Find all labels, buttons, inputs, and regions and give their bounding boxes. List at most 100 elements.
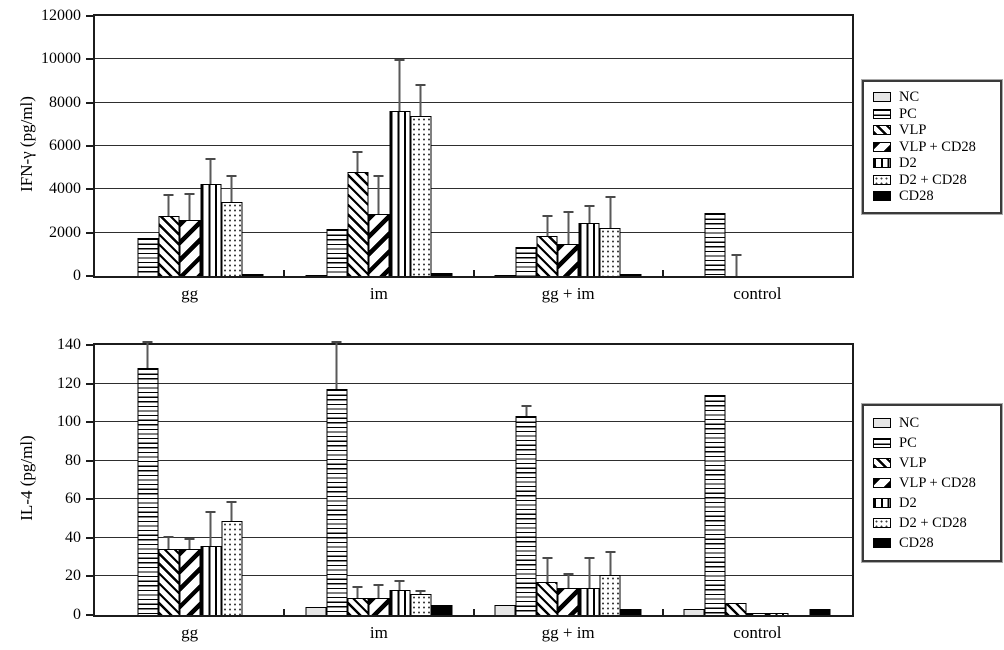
bar-vlp-cd28 [557,588,579,615]
error-bar [352,151,363,172]
error-bar [731,254,742,276]
error-bar-line [230,175,233,203]
gridline [95,101,852,103]
error-bar [184,537,195,550]
y-axis-title: IL-4 (pg/ml) [17,435,36,521]
legend-item: PC [873,106,994,123]
bar-slot [536,16,558,276]
y-axis-tick [86,231,95,234]
category-label: gg + im [541,284,595,303]
y-axis-tick [86,575,95,578]
bar-vlp-cd28 [368,597,390,615]
bar-slot [221,345,243,615]
error-bar-cap [184,537,195,540]
bar-d2-cd28 [599,228,621,276]
error-bar [415,589,426,594]
error-bar-line [230,501,233,521]
legend: NC PC VLP VLP + CD28 D2 D2 + CD28 CD28 [861,79,1003,215]
category-tick [661,609,664,615]
legend-item: D2 + CD28 [873,172,994,189]
bar-slot [747,16,768,276]
error-bar [205,157,216,184]
bar-group [494,16,642,276]
error-bar-line [398,580,401,590]
bar-slot [620,16,642,276]
legend-item: VLP + CD28 [873,473,994,493]
error-bar [521,404,532,417]
error-bar-cap [542,557,553,560]
y-axis-tick [86,344,95,346]
legend-swatch-vlp [873,458,891,468]
error-bar-cap [394,580,405,583]
bar-slot [726,16,747,276]
legend-label: VLP + CD28 [899,474,976,491]
bar-slot [620,345,642,615]
bar-slot [347,345,369,615]
legend-item: D2 + CD28 [873,513,994,533]
bar-vlp [347,172,369,276]
y-tick-label: 40 [65,528,81,546]
error-bar-cap [584,204,595,207]
category-label: control [733,284,782,303]
legend-item: D2 [873,493,994,513]
y-tick-label: 100 [57,413,81,431]
error-bar-cap [205,510,216,513]
bar-pc [137,368,159,615]
y-axis-tick [86,421,95,424]
bar-slot [515,16,537,276]
category-label: im [369,623,388,642]
legend-item: CD28 [873,188,994,205]
legend-label: CD28 [899,534,934,551]
gridline [95,459,852,461]
y-tick-label: 6000 [49,137,81,154]
gridline [95,58,852,60]
legend-label: CD28 [899,188,934,204]
error-bar-line [398,59,401,112]
bar-slot [768,16,789,276]
error-bar-cap [415,589,426,592]
category-tick [661,270,664,276]
bar-slot [221,16,243,276]
bar-slot [494,16,516,276]
category-label: gg [181,623,199,642]
legend-swatch-d2 [873,498,891,508]
bar-slot [557,345,579,615]
bar-slot [431,16,453,276]
legend-swatch-cd28 [873,191,891,202]
bar-slot [137,341,159,615]
bar-vlp-cd28 [368,214,390,276]
legend-label: VLP [899,122,927,138]
bar-slot [704,345,726,615]
error-bar-cap [331,341,342,344]
legend-item: VLP [873,122,994,139]
legend-item: VLP [873,453,994,473]
legend-label: D2 + CD28 [899,171,967,188]
legend-swatch-nc [873,418,891,428]
error-bar [163,535,174,550]
y-tick-label: 12000 [41,7,81,24]
bar-d2-cd28 [410,593,432,615]
bar-slot [515,345,537,615]
y-axis-tick [86,459,95,462]
bar-vlp [347,597,369,615]
legend-swatch-vlp [873,125,891,136]
legend-label: PC [899,105,917,122]
bar-d2 [389,111,411,276]
bar-slot [767,345,789,615]
error-bar-cap [226,175,237,178]
bar-slot [389,16,411,276]
y-axis-tick [86,498,95,501]
bar-cd28 [242,273,264,276]
bar-slot [347,16,369,276]
error-bar-cap [415,84,426,87]
error-bar [542,557,553,583]
gridline [95,498,852,500]
y-tick-label: 4000 [49,180,81,198]
error-bar-cap [142,341,153,344]
bar-slot [242,345,263,615]
bar-slot [809,345,831,615]
y-axis-tick [86,536,95,539]
legend-item: D2 [873,155,994,172]
y-tick-label: 0 [73,606,81,623]
ifn-gamma-chart: IFN-γ (pg/ml) 0 2000 4000 6000 8000 10000 1200… [0,0,1004,320]
